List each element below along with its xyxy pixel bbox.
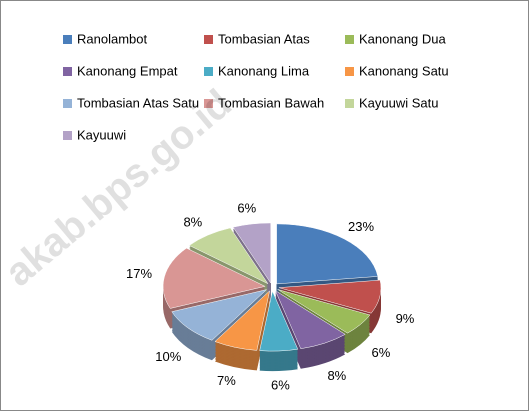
legend-swatch xyxy=(63,99,72,108)
legend-label: Kanonang Satu xyxy=(359,63,449,78)
legend-swatch xyxy=(345,35,354,44)
data-label: 6% xyxy=(271,377,290,392)
data-label: 6% xyxy=(372,345,391,360)
legend-label: Kayuuwi xyxy=(77,127,126,142)
legend: Ranolambot Tombasian Atas Kanonang Dua Kano… xyxy=(63,31,449,142)
legend-swatch xyxy=(63,35,72,44)
legend-swatch xyxy=(63,67,72,76)
slice xyxy=(276,223,379,285)
pie: 23% 9% 6% 8% 6% 7% 10% 17% 8% 6% xyxy=(126,201,415,393)
legend-label: Ranolambot xyxy=(77,31,147,46)
data-label: 9% xyxy=(396,311,415,326)
slice xyxy=(214,290,271,351)
slice xyxy=(188,227,269,285)
legend-label: Kayuuwi Satu xyxy=(359,95,439,110)
data-label: 8% xyxy=(327,368,346,383)
legend-swatch xyxy=(63,131,72,140)
slice xyxy=(274,289,346,349)
legend-swatch xyxy=(204,67,213,76)
slice xyxy=(232,222,271,284)
data-label: 6% xyxy=(237,201,256,216)
legend-swatch xyxy=(204,35,213,44)
legend-label: Kanonang Empat xyxy=(77,63,178,78)
legend-label: Kanonang Dua xyxy=(359,31,447,46)
slice xyxy=(259,290,299,352)
slice xyxy=(171,289,268,341)
legend-label: Tombasian Bawah xyxy=(218,95,324,110)
legend-swatch xyxy=(204,99,213,108)
data-label: 8% xyxy=(183,214,202,229)
slice xyxy=(277,289,371,334)
legend-swatch xyxy=(345,99,354,108)
data-label: 23% xyxy=(348,219,374,234)
slice xyxy=(162,247,266,309)
legend-label: Tombasian Atas xyxy=(218,31,310,46)
data-label: 7% xyxy=(217,373,236,388)
legend-label: Tombasian Atas Satu xyxy=(77,95,199,110)
data-label: 17% xyxy=(126,266,152,281)
legend-label: Kanonang Lima xyxy=(218,63,310,78)
slice xyxy=(278,279,382,314)
legend-swatch xyxy=(345,67,354,76)
data-label: 10% xyxy=(155,349,181,364)
